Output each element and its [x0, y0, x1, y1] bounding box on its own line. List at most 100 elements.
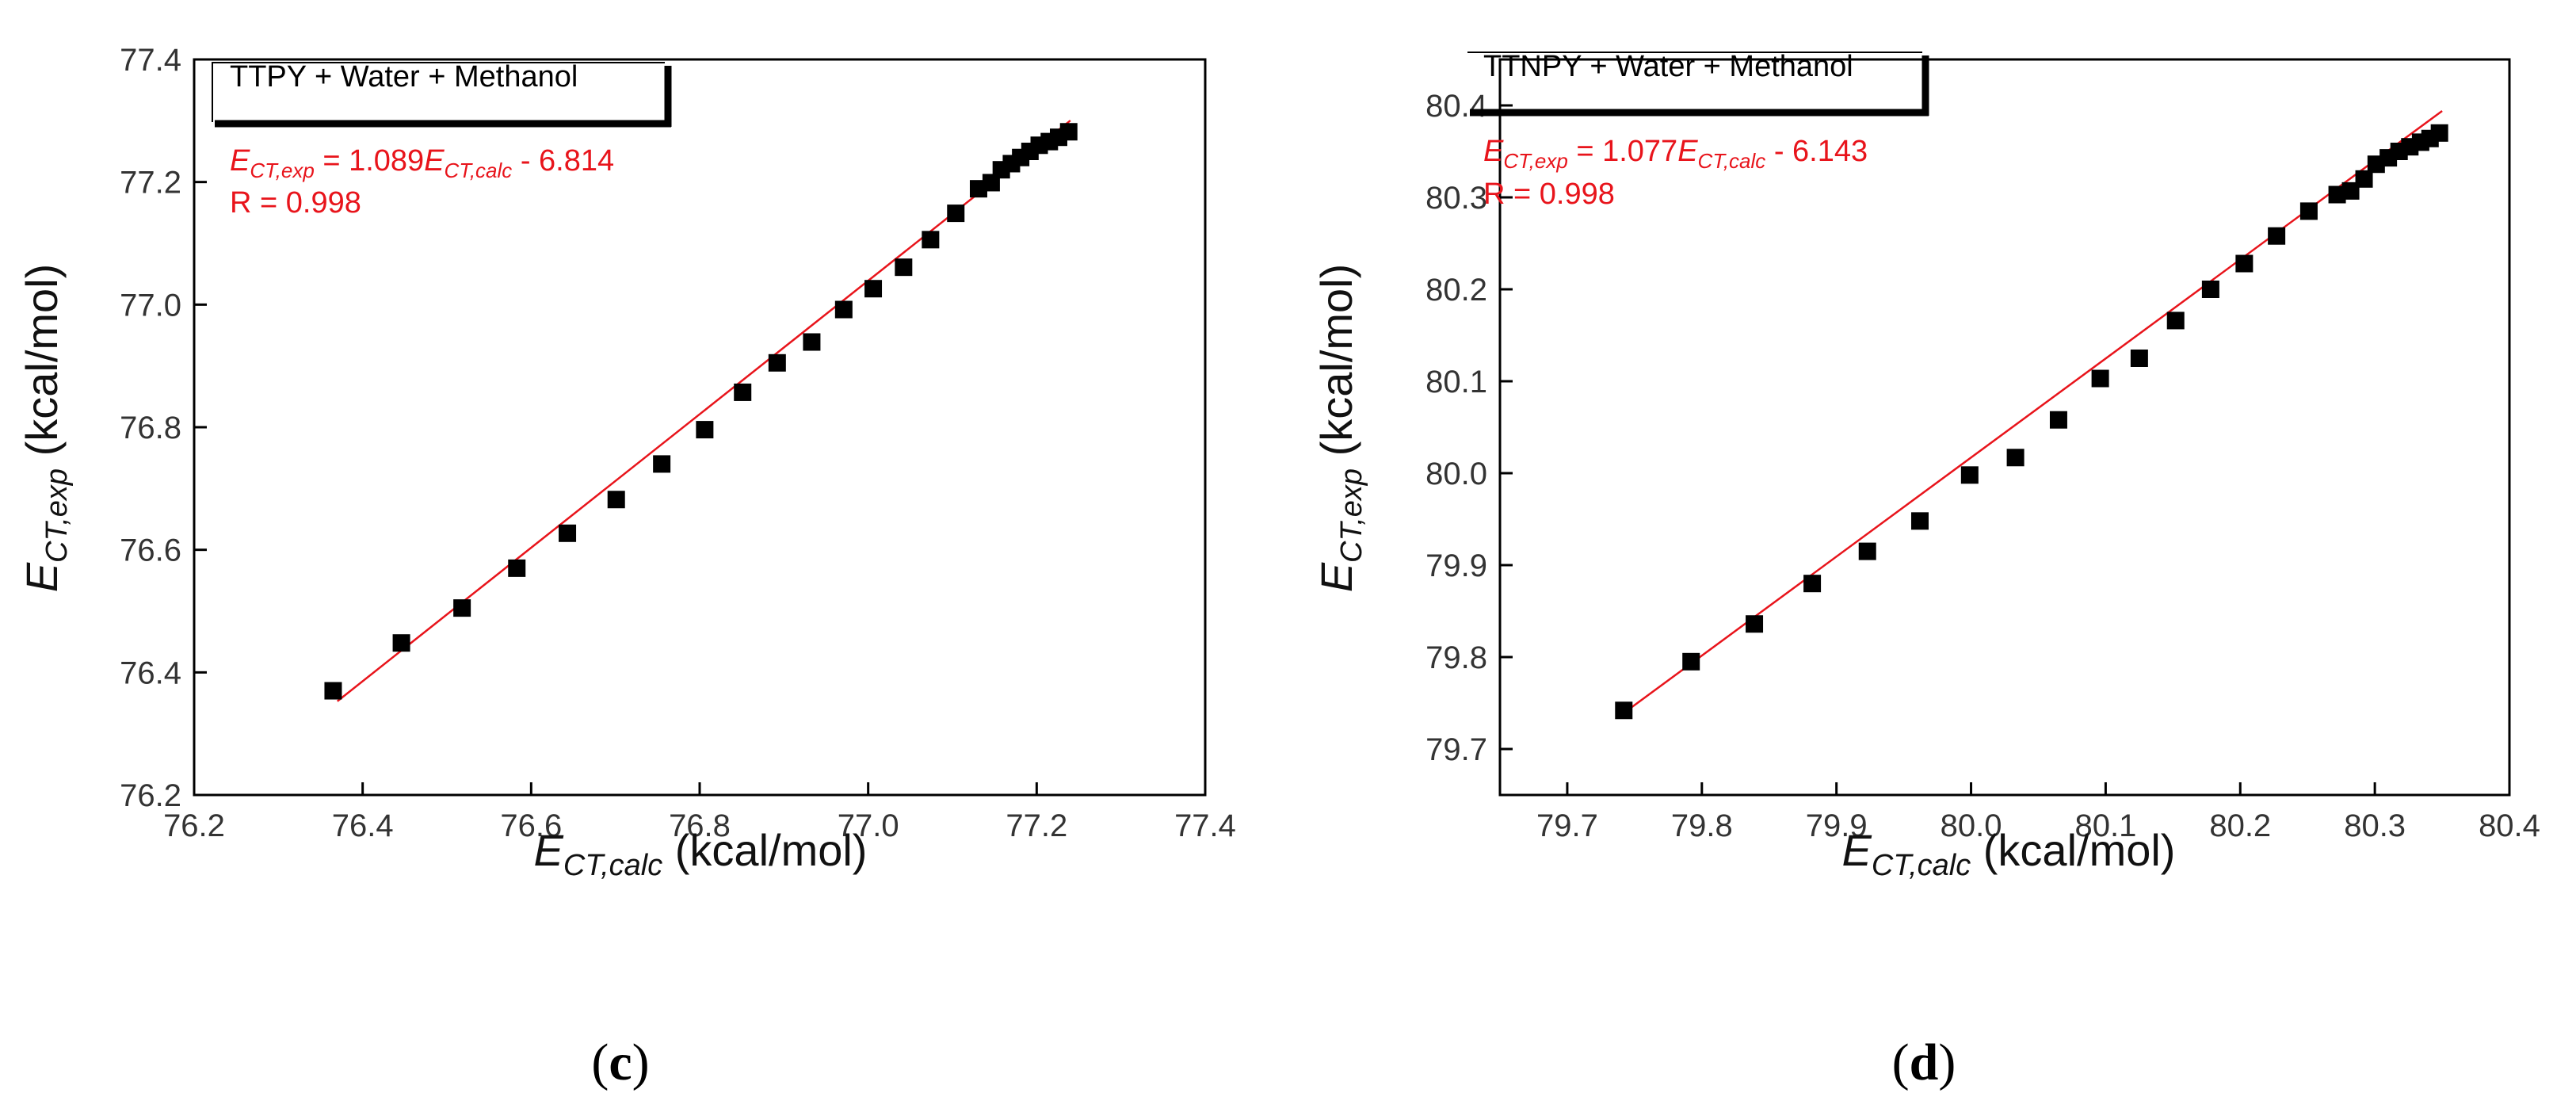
- fit-line: [1620, 110, 2443, 717]
- data-point: [834, 300, 853, 319]
- x-title-sub: CT,calc: [563, 849, 662, 882]
- x-tick-label: 76.2: [163, 808, 225, 843]
- x-tick-label: 79.9: [1806, 808, 1868, 843]
- x-title-base: E: [534, 825, 564, 875]
- fit-equation: ECT,exp = 1.077ECT,calc - 6.143: [1483, 135, 1868, 173]
- x-tick-label: 77.2: [1006, 808, 1067, 843]
- data-point: [696, 421, 714, 439]
- x-title-unit: (kcal/mol): [1971, 825, 2175, 875]
- data-point: [2341, 182, 2360, 200]
- panel-label-d: (d): [1892, 1034, 1956, 1091]
- y-tick-label: 80.0: [1425, 457, 1487, 491]
- x-axis-title: ECT,calc (kcal/mol): [534, 825, 868, 882]
- data-point: [1615, 701, 1633, 720]
- chart-panel-c: 76.2 76.4 76.6 76.8 77.0 77.2 77.4 76.2 76.4 76.6…: [17, 43, 1236, 1091]
- y-tick-label: 76.6: [120, 533, 181, 568]
- data-point: [2299, 202, 2318, 220]
- data-point: [559, 524, 577, 542]
- eq-mid: = 1.077: [1568, 135, 1677, 168]
- y-tick-label: 79.9: [1425, 548, 1487, 583]
- eq-lhs-base: E: [230, 144, 250, 178]
- x-tick-label: 80.1: [2074, 808, 2136, 843]
- data-point: [1960, 466, 1979, 484]
- data-point: [803, 333, 821, 351]
- plot-frame: [1498, 58, 2511, 797]
- data-point: [2268, 227, 2286, 245]
- x-tick-label: 77.4: [1174, 808, 1236, 843]
- data-point: [1910, 512, 1929, 530]
- data-point: [2201, 281, 2219, 298]
- chart-panel-d: 79.7 79.8 79.9 80.0 80.1 80.2 80.3 80.4 79.7 79.8…: [1311, 50, 2540, 1091]
- y-tick-label: 80.2: [1425, 273, 1487, 308]
- eq-lhs-base: E: [1483, 135, 1504, 168]
- eq-rhs-sub: CT,calc: [1698, 149, 1766, 173]
- data-point: [1682, 652, 1700, 671]
- fit-line-layer: [1620, 110, 2443, 717]
- x-tick-label: 76.6: [500, 808, 562, 843]
- panel-label-close: ): [1938, 1034, 1956, 1091]
- panel-label-open: (: [1892, 1034, 1910, 1091]
- y-tick-label: 79.8: [1425, 640, 1487, 675]
- legend-title: TTPY + Water + Methanol: [230, 60, 578, 94]
- data-point: [1803, 575, 1822, 593]
- x-tick-label: 80.4: [2479, 808, 2540, 843]
- data-point: [768, 354, 786, 372]
- y-axis-title: ECT,exp (kcal/mol): [1311, 264, 1368, 593]
- eq-rhs-base: E: [1677, 135, 1698, 168]
- y-title-base: E: [1311, 562, 1361, 592]
- x-tick-label: 77.0: [838, 808, 899, 843]
- panel-label-close: ): [632, 1034, 650, 1091]
- x-tick-label: 80.0: [1941, 808, 2002, 843]
- y-title-unit: (kcal/mol): [1311, 264, 1361, 468]
- eq-rhs-sub: CT,calc: [445, 159, 513, 182]
- data-point: [2355, 170, 2373, 188]
- data-point: [508, 559, 526, 577]
- legend-title: TTNPY + Water + Methanol: [1483, 50, 1853, 83]
- data-point: [2235, 254, 2254, 273]
- eq-lhs-sub: CT,exp: [1503, 149, 1567, 173]
- x-axis-title: ECT,calc (kcal/mol): [1842, 825, 2176, 882]
- x-tick-label: 80.3: [2344, 808, 2406, 843]
- y-tick-label: 80.3: [1425, 181, 1487, 216]
- data-point: [2130, 350, 2148, 367]
- data-point: [947, 204, 965, 223]
- data-point: [1746, 615, 1764, 633]
- y-tick-label: 80.4: [1425, 89, 1487, 124]
- x-title-base: E: [1842, 825, 1872, 875]
- r-value: R = 0.998: [1483, 178, 1615, 211]
- y-title-unit: (kcal/mol): [17, 264, 67, 468]
- x-tick-label: 76.4: [332, 808, 394, 843]
- data-point: [2049, 411, 2067, 429]
- y-title-base: E: [17, 562, 67, 592]
- y-title-sub: CT,exp: [40, 468, 74, 563]
- y-tick-label: 77.2: [120, 166, 181, 201]
- legend-box: TTNPY + Water + Methanol ECT,exp = 1.077…: [1467, 50, 1929, 211]
- fit-equation: ECT,exp = 1.089ECT,calc - 6.814: [230, 144, 614, 182]
- y-tick-label: 76.8: [120, 411, 181, 445]
- data-point: [653, 455, 671, 473]
- data-point: [1059, 123, 1078, 141]
- x-tick-label: 79.7: [1536, 808, 1598, 843]
- data-point: [2006, 449, 2025, 467]
- panel-label-open: (: [591, 1034, 609, 1091]
- data-point: [392, 634, 410, 652]
- y-tick-label: 76.4: [120, 655, 181, 690]
- y-axis-title: ECT,exp (kcal/mol): [17, 264, 74, 593]
- data-point: [864, 280, 883, 298]
- data-point: [2166, 311, 2185, 330]
- data-point: [922, 231, 940, 249]
- eq-lhs-sub: CT,exp: [250, 159, 314, 182]
- legend-box: TTPY + Water + Methanol ECT,exp = 1.089E…: [212, 60, 672, 220]
- eq-tail: - 6.143: [1765, 135, 1868, 168]
- x-tick-label: 80.2: [2209, 808, 2271, 843]
- data-point: [2430, 124, 2448, 142]
- x-tick-label: 76.8: [669, 808, 731, 843]
- data-point: [1858, 542, 1876, 560]
- panel-label-c: (c): [591, 1034, 649, 1091]
- r-value: R = 0.998: [230, 186, 361, 220]
- data-point: [2328, 185, 2346, 204]
- data-point: [734, 383, 752, 401]
- x-title-unit: (kcal/mol): [662, 825, 867, 875]
- data-points: [324, 123, 1078, 700]
- data-point: [324, 682, 342, 700]
